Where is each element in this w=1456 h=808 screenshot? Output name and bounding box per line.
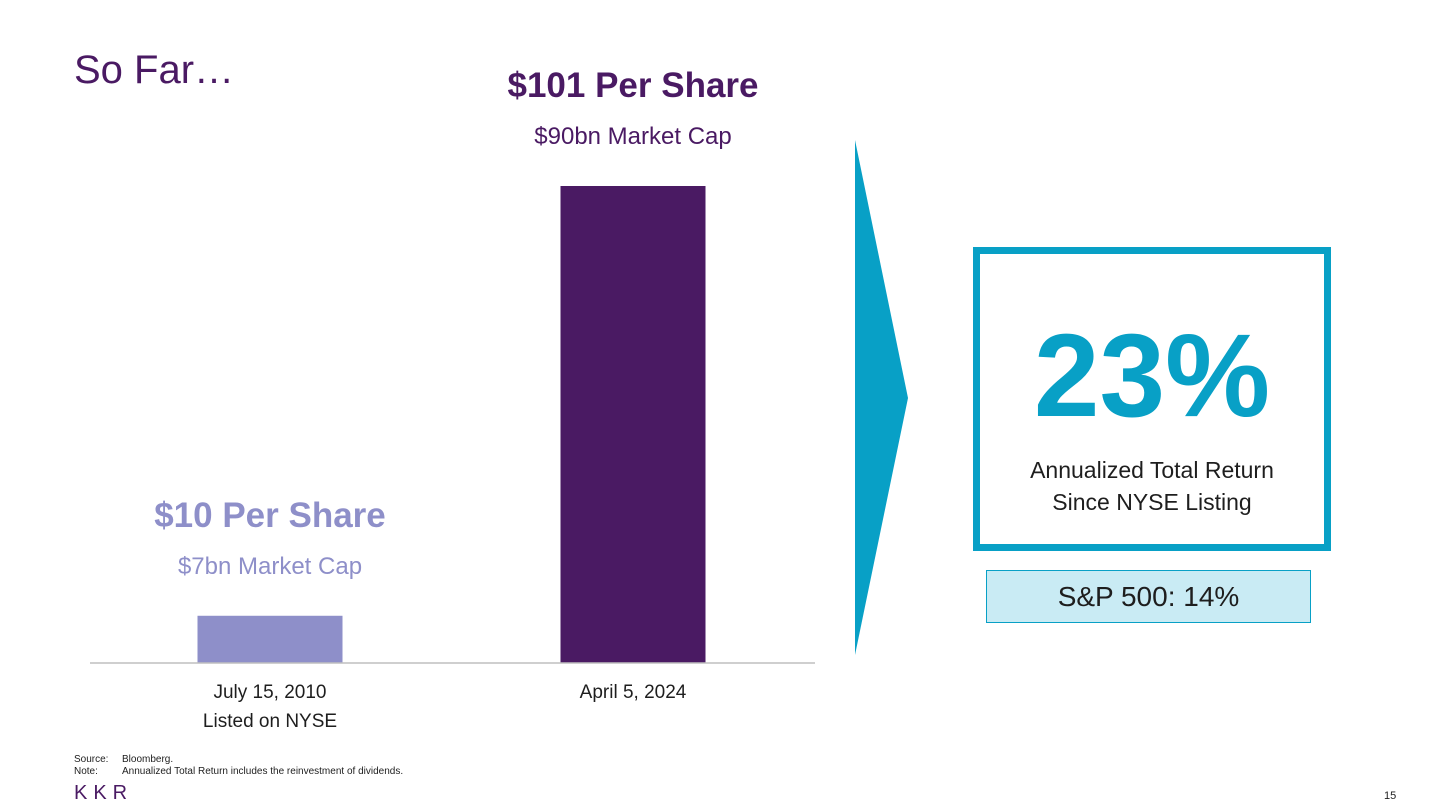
kkr-logo: KKR: [74, 782, 134, 804]
footnote-source-text: Bloomberg.: [122, 754, 174, 765]
footnote-note-text: Annualized Total Return includes the rei…: [122, 766, 404, 777]
footnote-note-key: Note:: [74, 766, 98, 777]
slide-title: So Far…: [74, 48, 235, 92]
sp500-benchmark-box: S&P 500: 14%: [986, 570, 1311, 623]
annualized-return-caption: Annualized Total Return Since NYSE Listi…: [980, 454, 1324, 518]
bar-data-label: $101 Per Share: [507, 66, 759, 105]
category-sublabel: Listed on NYSE: [202, 711, 338, 732]
caption-line-1: Annualized Total Return: [1030, 457, 1274, 483]
bar-data-label: $10 Per Share: [154, 495, 386, 535]
category-date: July 15, 2010: [213, 682, 327, 703]
annualized-return-value: 23%: [1033, 310, 1271, 442]
bar-data-sublabel: $90bn Market Cap: [534, 123, 732, 150]
footnote-source-key: Source:: [74, 754, 109, 765]
category-label: July 15, 2010 Listed on NYSE: [203, 678, 337, 736]
return-highlight-box: 23% Annualized Total Return Since NYSE L…: [973, 247, 1331, 551]
category-label: April 5, 2024: [580, 678, 687, 707]
bar-2024: [560, 186, 706, 663]
category-date: April 5, 2024: [579, 682, 687, 703]
footnote-source: Source: Bloomberg.: [74, 754, 173, 765]
caption-line-2: Since NYSE Listing: [1052, 489, 1252, 515]
page-number: 15: [1384, 790, 1397, 802]
bar-data-sublabel: $7bn Market Cap: [177, 552, 363, 580]
bar-2010: [197, 615, 343, 663]
chevron-arrow-icon: [855, 140, 908, 655]
footnote-note: Note: Annualized Total Return includes th…: [74, 766, 403, 777]
